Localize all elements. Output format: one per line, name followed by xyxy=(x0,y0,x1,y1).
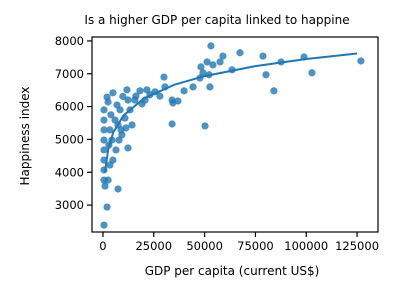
scatter-point xyxy=(199,69,207,77)
x-tick-label: 0 xyxy=(99,239,106,253)
scatter-point xyxy=(100,136,108,144)
scatter-point xyxy=(124,144,132,152)
scatter-point xyxy=(201,122,209,130)
scatter-point xyxy=(103,203,111,211)
scatter-point xyxy=(136,87,144,95)
scatter-point xyxy=(357,57,365,65)
y-axis-label: Happiness index xyxy=(18,86,32,185)
scatter-point xyxy=(156,92,164,100)
scatter-point xyxy=(259,52,267,60)
scatter-point xyxy=(131,96,139,104)
scatter-point xyxy=(206,83,214,91)
trend-line xyxy=(104,52,358,173)
scatter-point xyxy=(209,61,217,69)
x-tick-label: 100000 xyxy=(284,239,328,253)
y-tick-label: 7000 xyxy=(55,67,84,81)
scatter-point xyxy=(112,146,120,154)
scatter-point xyxy=(123,86,131,94)
scatter-point xyxy=(262,71,270,79)
x-tick-label: 25000 xyxy=(135,239,172,253)
y-tick-label: 6000 xyxy=(55,100,84,114)
scatter-point xyxy=(124,96,132,104)
scatter-point xyxy=(119,92,127,101)
scatter-point xyxy=(128,121,136,129)
y-tick-label: 5000 xyxy=(55,132,84,146)
plot-frame xyxy=(91,36,379,233)
scatter-point xyxy=(101,182,109,190)
scatter-point xyxy=(114,185,122,193)
scatter-point xyxy=(203,58,211,66)
scatter-point xyxy=(168,120,176,128)
scatter-point xyxy=(219,52,227,60)
scatter-point xyxy=(308,69,316,77)
scatter-point xyxy=(270,87,278,95)
scatter-point xyxy=(100,221,108,229)
scatter-point xyxy=(174,97,182,105)
x-axis-label: GDP per capita (current US$) xyxy=(145,264,320,278)
chart-title: Is a higher GDP per capita linked to hap… xyxy=(84,13,349,27)
scatter-point xyxy=(216,58,224,66)
scatter-point xyxy=(100,106,108,114)
scatter-point xyxy=(107,111,115,119)
scatter-point xyxy=(100,116,108,124)
scatter-point xyxy=(117,126,125,134)
scatter-point xyxy=(160,73,168,81)
scatter-point xyxy=(106,161,114,169)
y-tick-label: 4000 xyxy=(55,165,84,179)
scatter-point xyxy=(236,49,244,57)
scatter-point xyxy=(100,146,108,154)
scatter-point xyxy=(109,89,117,97)
scatter-point xyxy=(189,83,197,91)
y-tick-label: 8000 xyxy=(55,34,84,48)
x-tick-label: 50000 xyxy=(186,239,223,253)
scatter-point xyxy=(104,176,112,184)
scatter-point xyxy=(103,93,111,101)
scatter-point xyxy=(115,136,123,144)
y-tick-label: 3000 xyxy=(55,198,84,212)
x-tick-label: 75000 xyxy=(237,239,274,253)
scatter-point xyxy=(197,63,205,71)
scatter-point xyxy=(106,126,114,134)
scatter-point xyxy=(113,101,121,109)
x-tick-label: 125000 xyxy=(335,239,379,253)
scatter-point xyxy=(207,42,215,50)
scatter-point xyxy=(180,87,188,95)
scatter-point xyxy=(100,126,108,134)
